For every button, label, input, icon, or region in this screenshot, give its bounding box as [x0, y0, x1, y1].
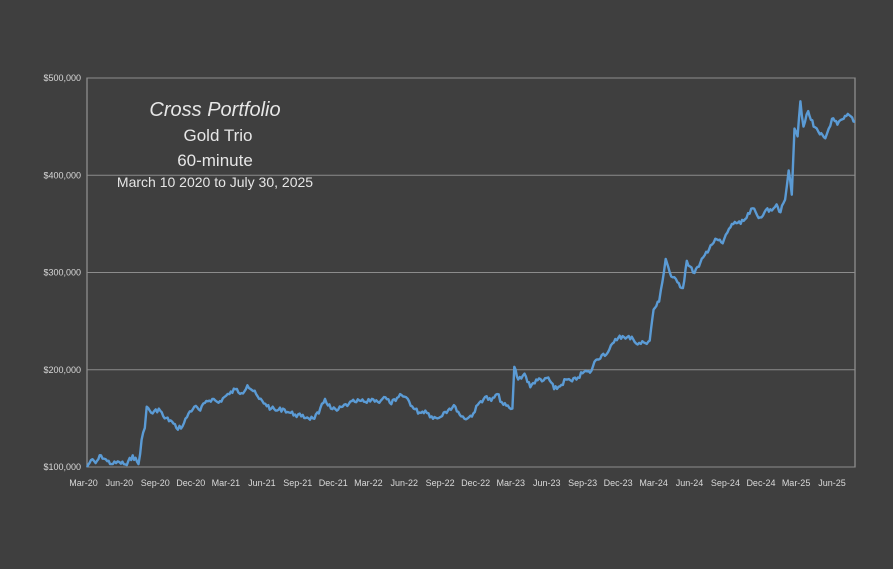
x-tick-label: Jun-24 [676, 478, 704, 488]
x-tick-label: Jun-25 [818, 478, 846, 488]
x-tick-label: Sep-24 [711, 478, 740, 488]
chart-title: Cross Portfolio [149, 99, 280, 121]
gridlines [87, 77, 855, 468]
x-tick-label: Sep-21 [283, 478, 312, 488]
x-tick-label: Mar-21 [212, 478, 241, 488]
y-tick-label: $100,000 [43, 462, 81, 472]
x-tick-label: Mar-20 [69, 478, 98, 488]
series-group [85, 100, 856, 468]
x-tick-label: Dec-24 [746, 478, 775, 488]
x-tick-label: Jun-20 [106, 478, 134, 488]
x-tick-label: Sep-22 [426, 478, 455, 488]
x-tick-label: Jun-21 [248, 478, 276, 488]
x-tick-label: Mar-22 [354, 478, 383, 488]
y-tick-label: $400,000 [43, 170, 81, 180]
chart-subtitle-date-range: March 10 2020 to July 30, 2025 [117, 174, 313, 190]
x-tick-label: Mar-25 [782, 478, 811, 488]
y-axis-tick-labels: $100,000 $200,000 $300,000 $400,000 $500,000 [43, 73, 81, 472]
x-tick-label: Sep-23 [568, 478, 597, 488]
x-axis-tick-labels: Mar-20 Jun-20 Sep-20 Dec-20 Mar-21 Jun-21 Sep-… [69, 478, 846, 488]
chart-subtitle-strategy: Gold Trio [184, 126, 253, 145]
x-tick-label: Mar-24 [639, 478, 668, 488]
x-tick-label: Dec-22 [461, 478, 490, 488]
x-tick-label: Jun-23 [533, 478, 561, 488]
y-tick-label: $500,000 [43, 73, 81, 83]
x-tick-label: Jun-22 [391, 478, 419, 488]
y-tick-label: $200,000 [43, 365, 81, 375]
chart-subtitle-timeframe: 60-minute [177, 151, 253, 170]
x-tick-label: Sep-20 [141, 478, 170, 488]
portfolio-equity-line [85, 100, 856, 468]
x-tick-label: Dec-21 [319, 478, 348, 488]
y-tick-label: $300,000 [43, 268, 81, 278]
x-tick-label: Mar-23 [497, 478, 526, 488]
x-tick-label: Dec-20 [176, 478, 205, 488]
x-tick-label: Dec-23 [604, 478, 633, 488]
